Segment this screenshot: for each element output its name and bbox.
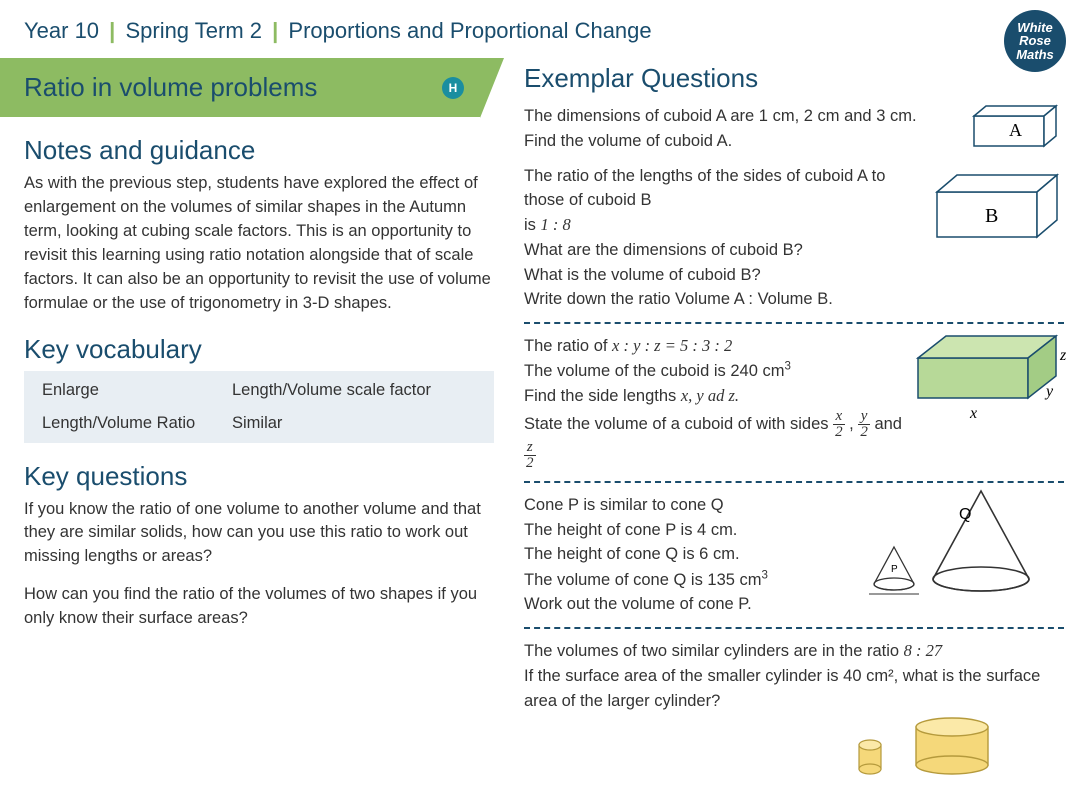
green-cuboid-diagram: z y x [910, 330, 1070, 430]
notes-heading: Notes and guidance [24, 135, 494, 166]
q5-line2: If the surface area of the smaller cylin… [524, 667, 1040, 710]
left-column: Notes and guidance As with the previous … [24, 117, 494, 785]
cuboid-b-diagram: B [929, 172, 1064, 242]
vocab-cell: Enlarge [42, 381, 232, 400]
question-1: The dimensions of cuboid A are 1 cm, 2 c… [524, 104, 1064, 154]
q5-line1: The volumes of two similar cylinders are… [524, 642, 942, 660]
vocab-heading: Key vocabulary [24, 334, 494, 365]
y-label: y [1044, 383, 1054, 400]
cones-diagram: P Q [869, 487, 1034, 597]
q2-line3: What are the dimensions of cuboid B? [524, 241, 803, 259]
q2-line2: is 1 : 8 [524, 216, 571, 234]
question-3: The ratio of x : y : z = 5 : 3 : 2 The v… [524, 334, 1064, 471]
q2-line4: What is the volume of cuboid B? [524, 266, 761, 284]
divider-3 [524, 627, 1064, 629]
q3-line1: The ratio of x : y : z = 5 : 3 : 2 [524, 337, 732, 355]
higher-badge: H [442, 77, 464, 99]
q4-line4: The volume of cone Q is 135 cm3 [524, 571, 768, 589]
logo-line-2: Rose [1019, 34, 1051, 48]
q4-line5: Work out the volume of cone P. [524, 595, 752, 613]
header-year: Year 10 [24, 18, 99, 43]
vocab-cell: Similar [232, 414, 476, 433]
brand-logo: White Rose Maths [1004, 10, 1066, 72]
header-sep-1: | [109, 18, 115, 43]
key-question-2: How can you find the ratio of the volume… [24, 583, 494, 631]
q4-line1: Cone P is similar to cone Q [524, 496, 724, 514]
page-header: Year 10 | Spring Term 2 | Proportions an… [0, 0, 1084, 52]
q1-line2: Find the volume of cuboid A. [524, 132, 732, 150]
q2-line5: Write down the ratio Volume A : Volume B… [524, 290, 833, 308]
x-label: x [969, 405, 977, 422]
exemplar-heading: Exemplar Questions [524, 63, 1064, 94]
cuboid-b-label: B [985, 205, 998, 227]
z-label: z [1059, 347, 1067, 364]
logo-line-1: White [1017, 21, 1052, 35]
title-banner: Ratio in volume problems H [0, 58, 480, 117]
q3-line3: Find the side lengths x, y ad z. [524, 387, 739, 405]
vocab-cell: Length/Volume Ratio [42, 414, 232, 433]
cone-q-icon: Q [929, 487, 1034, 597]
cone-q-label: Q [959, 506, 971, 523]
cone-p-label: P [891, 564, 898, 575]
question-2: The ratio of the lengths of the sides of… [524, 164, 1064, 313]
divider-2 [524, 481, 1064, 483]
q2-line1: The ratio of the lengths of the sides of… [524, 167, 885, 210]
large-cylinder-icon [913, 717, 991, 775]
question-5: The volumes of two similar cylinders are… [524, 639, 1064, 775]
header-term: Spring Term 2 [125, 18, 262, 43]
cuboid-a-diagram: A [964, 104, 1064, 150]
logo-line-3: Maths [1016, 48, 1054, 62]
q3-line4: State the volume of a cuboid of with sid… [524, 415, 902, 464]
vocab-table: Enlarge Length/Volume scale factor Lengt… [24, 371, 494, 443]
q3-line2: The volume of the cuboid is 240 cm3 [524, 362, 791, 380]
header-topic: Proportions and Proportional Change [288, 18, 651, 43]
cuboid-a-label: A [1009, 120, 1022, 140]
cone-p-icon: P [869, 542, 919, 597]
right-column: Exemplar Questions The dimensions of cub… [524, 117, 1064, 785]
divider-1 [524, 322, 1064, 324]
banner-title: Ratio in volume problems [24, 72, 317, 102]
cylinders-diagram [784, 717, 1064, 775]
kq-heading: Key questions [24, 461, 494, 492]
key-question-1: If you know the ratio of one volume to a… [24, 498, 494, 570]
question-4: Cone P is similar to cone Q The height o… [524, 493, 1064, 617]
notes-body: As with the previous step, students have… [24, 172, 494, 316]
header-sep-2: | [272, 18, 278, 43]
q4-line3: The height of cone Q is 6 cm. [524, 545, 740, 563]
small-cylinder-icon [857, 739, 883, 775]
q1-line1: The dimensions of cuboid A are 1 cm, 2 c… [524, 107, 917, 125]
vocab-cell: Length/Volume scale factor [232, 381, 476, 400]
q4-line2: The height of cone P is 4 cm. [524, 521, 737, 539]
